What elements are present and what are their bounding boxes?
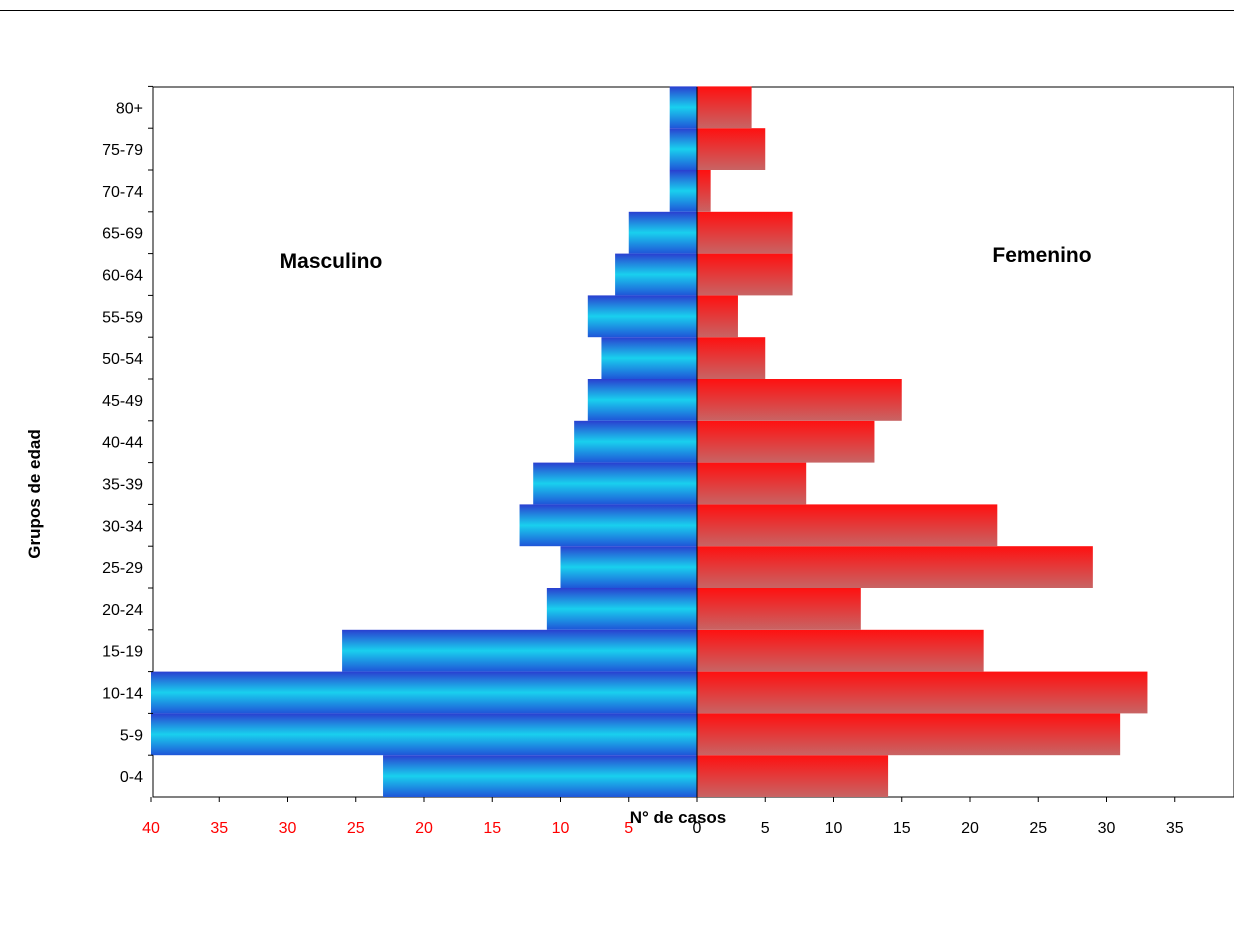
x-tick-label-left: 20 [415, 820, 433, 837]
top-rule [0, 10, 1234, 11]
bar-masculino-60-64 [615, 253, 697, 296]
bar-masculino-40-44 [574, 420, 697, 463]
x-tick-label-left: 35 [210, 820, 228, 837]
y-tick-label: 35-39 [102, 477, 143, 494]
x-tick-label-right: 0 [693, 820, 702, 837]
bar-femenino-40-44 [697, 420, 875, 463]
bar-masculino-50-54 [601, 337, 697, 379]
bar-femenino-55-59 [697, 295, 738, 338]
bar-masculino-80+ [669, 86, 697, 129]
bar-femenino-20-24 [697, 588, 861, 630]
x-tick-label-left: 25 [347, 820, 365, 837]
x-axis: 40 35 30 25 20 15 10 5 0 5 10 15 20 25 30 35 [142, 797, 1184, 837]
bar-masculino-5-9 [151, 713, 697, 756]
y-tick-label: 60-64 [102, 268, 143, 285]
x-tick-label-right: 5 [761, 820, 770, 837]
y-tick-label: 15-19 [102, 644, 143, 661]
x-tick-label-left: 30 [279, 820, 297, 837]
bar-masculino-70-74 [669, 170, 697, 212]
y-tick-label: 70-74 [102, 184, 143, 201]
bar-masculino-10-14 [151, 671, 697, 714]
bar-femenino-70-74 [697, 170, 711, 212]
bar-masculino-35-39 [533, 462, 697, 505]
series-femenino [697, 86, 1148, 797]
bar-masculino-75-79 [669, 128, 697, 170]
bar-masculino-65-69 [628, 211, 697, 254]
bar-femenino-15-19 [697, 629, 984, 672]
y-axis-title: Grupos de edad [25, 429, 44, 558]
bar-masculino-25-29 [560, 546, 697, 588]
series-label-masculino: Masculino [280, 250, 383, 273]
y-tick-label: 30-34 [102, 518, 143, 535]
x-tick-label-left: 5 [624, 820, 633, 837]
x-tick-label-right: 15 [893, 820, 911, 837]
x-tick-label-right: 20 [961, 820, 979, 837]
bar-masculino-55-59 [587, 295, 697, 338]
bar-masculino-15-19 [342, 629, 697, 672]
y-tick-label: 0-4 [120, 769, 143, 786]
y-axis: 0-4 5-9 10-14 15-19 20-24 25-29 30-34 35-39 40-4… [102, 85, 153, 786]
bar-femenino-60-64 [697, 253, 793, 296]
y-tick-label: 20-24 [102, 602, 143, 619]
y-tick-label: 65-69 [102, 226, 143, 243]
bar-masculino-45-49 [587, 379, 697, 421]
x-tick-label-right: 30 [1098, 820, 1116, 837]
bar-femenino-45-49 [697, 379, 902, 421]
bar-femenino-80+ [697, 86, 752, 129]
y-tick-label: 75-79 [102, 142, 143, 159]
bar-femenino-25-29 [697, 546, 1093, 588]
x-tick-label-left: 10 [552, 820, 570, 837]
bar-femenino-10-14 [697, 671, 1148, 714]
y-tick-label: 80+ [116, 100, 143, 117]
bar-femenino-30-34 [697, 504, 998, 547]
y-tick-label: 45-49 [102, 393, 143, 410]
bar-femenino-50-54 [697, 337, 766, 379]
bar-masculino-30-34 [519, 504, 697, 547]
y-tick-label: 40-44 [102, 435, 143, 452]
bar-masculino-0-4 [383, 755, 697, 797]
bar-femenino-75-79 [697, 128, 766, 170]
series-label-femenino: Femenino [992, 244, 1091, 267]
y-tick-label: 25-29 [102, 560, 143, 577]
x-axis-title: N° de casos [630, 808, 727, 827]
x-tick-label-right: 35 [1166, 820, 1184, 837]
y-tick-label: 10-14 [102, 686, 143, 703]
bar-femenino-35-39 [697, 462, 807, 505]
x-tick-label-right: 25 [1029, 820, 1047, 837]
y-tick-label: 50-54 [102, 351, 143, 368]
series-masculino [151, 86, 697, 797]
y-tick-label: 5-9 [120, 727, 143, 744]
bar-masculino-20-24 [546, 588, 697, 630]
x-tick-label-left: 15 [483, 820, 501, 837]
bar-femenino-65-69 [697, 211, 793, 254]
x-tick-label-right: 10 [825, 820, 843, 837]
x-tick-label-left: 40 [142, 820, 160, 837]
y-tick-label: 55-59 [102, 309, 143, 326]
bar-femenino-5-9 [697, 713, 1121, 756]
bar-femenino-0-4 [697, 755, 889, 797]
